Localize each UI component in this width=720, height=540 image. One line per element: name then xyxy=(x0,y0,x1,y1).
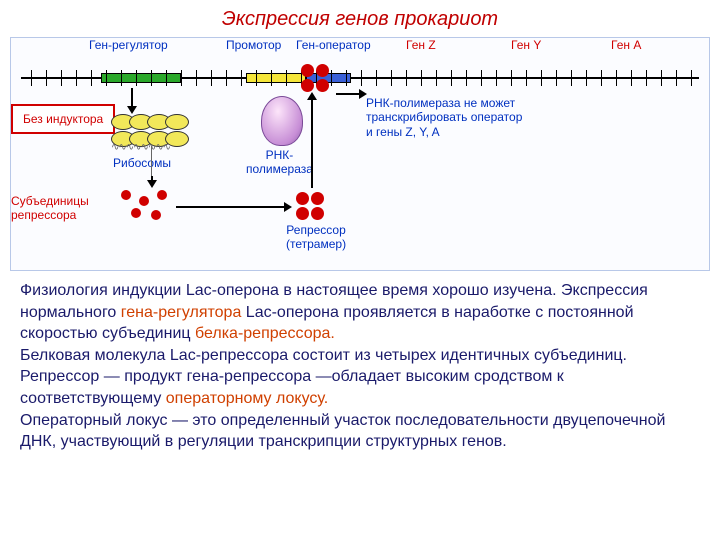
arrow-tetramer-to-operator xyxy=(311,98,313,188)
mrna-icon: ∿∿∿∿∿∿∿∿ xyxy=(111,142,170,153)
label-promoter: Промотор xyxy=(226,38,281,52)
hl-operator-locus: операторному локусу. xyxy=(166,390,328,407)
polymerase-note: РНК-полимераза не может транскрибировать… xyxy=(366,96,522,139)
label-regulator: Ген-регулятор xyxy=(89,38,168,52)
dna-strand xyxy=(21,68,699,88)
repressor-on-operator xyxy=(301,64,329,92)
no-inductor-box: Без индуктора xyxy=(11,104,115,134)
arrow-subunits-to-tetramer xyxy=(176,206,286,208)
gene-regulator-segment xyxy=(101,73,181,83)
translation-line xyxy=(151,146,152,176)
tetramer-label: Репрессор (тетрамер) xyxy=(286,223,346,252)
arrow-to-subunits xyxy=(151,176,153,182)
subunits-label: Субъединицы репрессора xyxy=(11,194,111,223)
arrow-operator-to-note xyxy=(336,93,361,95)
repressor-tetramer-icon xyxy=(296,192,324,220)
ribosomes-label: Рибосомы xyxy=(113,156,171,170)
label-gene-a: Ген A xyxy=(611,38,641,52)
page-title: Экспрессия генов прокариот xyxy=(0,0,720,31)
promoter-segment xyxy=(246,73,306,83)
rna-polymerase-label: РНК- полимераза xyxy=(246,148,313,177)
hl-gene-regulator: гена-регулятора xyxy=(121,304,242,321)
hl-repressor-protein: белка-репрессора. xyxy=(195,325,335,342)
body-text: Физиология индукции Lac-оперона в настоя… xyxy=(20,280,700,453)
operon-diagram: Ген-регулятор Промотор Ген-оператор Ген … xyxy=(10,37,710,271)
label-gene-z: Ген Z xyxy=(406,38,436,52)
arrow-regulator-to-mrna xyxy=(131,88,133,108)
rna-polymerase-icon xyxy=(261,96,303,146)
label-gene-y: Ген Y xyxy=(511,38,541,52)
label-operator: Ген-оператор xyxy=(296,38,371,52)
body-p3a: Операторный локус — это определенный уча… xyxy=(20,412,665,451)
